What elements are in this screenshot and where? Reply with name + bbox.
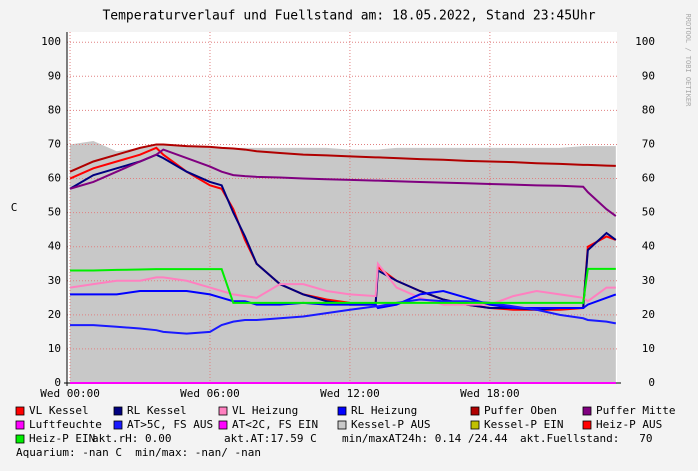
legend-swatch: [337, 406, 347, 416]
legend-label: RL Kessel: [127, 404, 187, 417]
y-tick-label-right: 50: [642, 206, 655, 219]
legend-label: Puffer Oben: [484, 404, 557, 417]
legend-swatch: [15, 434, 25, 444]
series-line: [70, 298, 617, 335]
x-tick-label: Wed 00:00: [40, 387, 100, 400]
y-tick-label: 80: [48, 103, 61, 116]
series-line: [69, 261, 616, 306]
info-text: min/maxAT24h: 0.14 /24.44: [342, 432, 508, 445]
legend-swatch: [337, 420, 347, 430]
y-tick-label: 50: [48, 206, 61, 219]
x-tick-label: Wed 18:00: [460, 387, 520, 400]
legend-swatch: [113, 420, 123, 430]
legend-label: AT<2C, FS EIN: [232, 418, 318, 431]
y-tick-label: 100: [41, 35, 61, 48]
info-text: akt.AT:17.59 C: [224, 432, 317, 445]
legend-swatch: [218, 420, 228, 430]
y-axis-label: C: [11, 201, 18, 214]
y-tick-label-right: 100: [635, 35, 655, 48]
legend-label: RL Heizung: [351, 404, 417, 417]
y-tick-label-right: 60: [642, 172, 655, 185]
y-tick-label-right: 30: [642, 274, 655, 287]
legend-swatch: [218, 406, 228, 416]
y-tick-label-right: 70: [642, 137, 655, 150]
legend-swatch: [15, 420, 25, 430]
info-text: Aquarium: -nan C min/max: -nan/ -nan: [16, 446, 261, 459]
y-tick-label: 10: [48, 342, 61, 355]
y-tick-label-right: 20: [642, 308, 655, 321]
x-tick-label: Wed 06:00: [180, 387, 240, 400]
legend-label: VL Kessel: [29, 404, 89, 417]
legend-swatch: [582, 420, 592, 430]
y-tick-label-right: 40: [642, 240, 655, 253]
y-tick-label: 0: [54, 376, 61, 389]
y-tick-label: 20: [48, 308, 61, 321]
legend-swatch: [15, 406, 25, 416]
y-tick-label: 90: [48, 69, 61, 82]
y-tick-label-right: 80: [642, 103, 655, 116]
legend-label: Kessel-P EIN: [484, 418, 563, 431]
y-tick-label-right: 90: [642, 69, 655, 82]
series-line: [70, 289, 617, 310]
legend-swatch: [470, 406, 480, 416]
legend-label: Heiz-P AUS: [596, 418, 662, 431]
info-text: akt.Fuellstand: 70: [520, 432, 652, 445]
legend-label: VL Heizung: [232, 404, 298, 417]
y-tick-label: 70: [48, 137, 61, 150]
series-line: [69, 143, 616, 173]
legend-label: AT>5C, FS AUS: [127, 418, 213, 431]
legend-label: Heiz-P EIN: [29, 432, 95, 445]
series-line: [70, 267, 616, 304]
legend-swatch: [113, 406, 123, 416]
legend-swatch: [582, 406, 592, 416]
y-tick-label-right: 10: [642, 342, 655, 355]
area: [70, 141, 616, 383]
legend-label: Puffer Mitte: [596, 404, 675, 417]
y-tick-label-right: 0: [648, 376, 655, 389]
info-text: akt.rH: 0.00: [92, 432, 171, 445]
x-tick-label: Wed 12:00: [320, 387, 380, 400]
chart-title: Temperaturverlauf und Fuellstand am: 18.…: [102, 9, 595, 24]
y-tick-label: 30: [48, 274, 61, 287]
watermark: RRDTOOL / TOBI OETIKER: [684, 14, 692, 108]
y-tick-label: 40: [48, 240, 61, 253]
legend-label: Kessel-P AUS: [351, 418, 430, 431]
series-line: [69, 148, 617, 217]
legend-swatch: [470, 420, 480, 430]
legend-label: Luftfeuchte: [29, 418, 102, 431]
y-tick-label: 60: [48, 172, 61, 185]
